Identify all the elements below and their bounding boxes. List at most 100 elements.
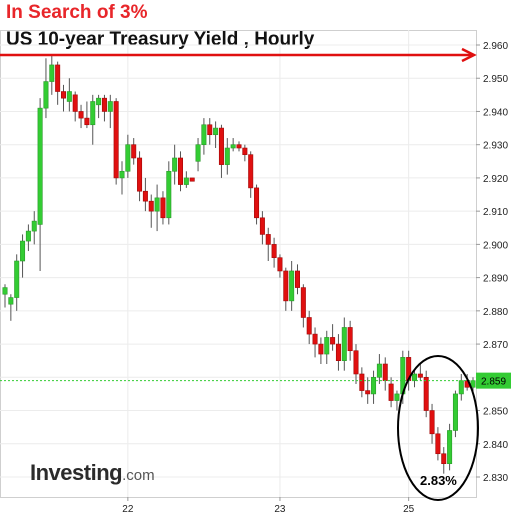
candle <box>335 343 341 361</box>
candle <box>423 377 429 411</box>
candle <box>178 157 184 185</box>
candle <box>259 217 265 235</box>
y-tick-label: 2.940 <box>483 107 508 118</box>
candle <box>84 117 90 126</box>
candle <box>312 333 318 345</box>
candle <box>207 124 213 136</box>
current-price-label: 2.859 <box>481 377 506 388</box>
candle <box>242 147 248 155</box>
circle-annotation <box>397 355 479 501</box>
candle <box>72 94 78 112</box>
candle <box>447 430 453 465</box>
candle <box>265 234 271 245</box>
candle <box>435 433 441 455</box>
candle <box>224 147 230 165</box>
candle <box>417 373 423 378</box>
y-tick-label: 2.930 <box>483 141 508 152</box>
candle <box>119 170 125 179</box>
candle <box>43 81 49 109</box>
candle <box>411 373 417 381</box>
x-tick-label: 25 <box>403 504 415 515</box>
candle <box>25 230 31 242</box>
candle <box>60 91 66 99</box>
candle <box>306 317 312 335</box>
candle <box>365 390 371 395</box>
candle <box>277 257 283 272</box>
candle <box>283 270 289 302</box>
x-tick-label: 23 <box>274 504 286 515</box>
y-tick-label: 2.920 <box>483 174 508 185</box>
candle <box>183 177 189 185</box>
candle <box>8 297 14 305</box>
candle <box>388 383 394 401</box>
candle <box>49 64 55 82</box>
current-price-badge <box>476 372 511 389</box>
candle <box>359 373 365 391</box>
logo-suffix: .com <box>122 467 155 484</box>
candle <box>142 190 148 202</box>
candle <box>14 260 20 298</box>
candle <box>324 337 330 355</box>
candle <box>66 91 72 102</box>
circle-annotation-label: 2.83% <box>420 473 457 488</box>
candle <box>213 127 219 136</box>
candle <box>101 97 107 112</box>
candle <box>289 270 295 302</box>
y-tick-label: 2.830 <box>483 473 508 484</box>
candle <box>148 200 154 212</box>
candle <box>37 107 43 225</box>
candle <box>236 144 242 149</box>
candle <box>376 363 382 378</box>
candle <box>160 197 166 219</box>
candle <box>154 197 160 212</box>
candle <box>394 393 400 401</box>
y-tick-label: 2.890 <box>483 274 508 285</box>
y-tick-label: 2.950 <box>483 74 508 85</box>
candle <box>96 97 102 106</box>
candle <box>20 240 26 262</box>
candle <box>31 220 37 232</box>
candle <box>248 154 254 189</box>
candle <box>294 270 300 288</box>
candle <box>347 327 353 352</box>
candle <box>172 157 178 172</box>
y-tick-label: 2.960 <box>483 41 508 52</box>
plot-frame <box>0 30 477 498</box>
candle <box>137 157 143 192</box>
candle <box>90 101 96 126</box>
candle <box>230 144 236 149</box>
y-tick-label: 2.880 <box>483 307 508 318</box>
target-arrow-head <box>461 47 477 63</box>
candle <box>55 64 61 92</box>
candle <box>166 170 172 219</box>
candle <box>429 410 435 435</box>
logo-name: Investing <box>30 460 123 485</box>
candle <box>125 144 131 172</box>
candle <box>113 101 119 179</box>
candle <box>271 244 277 258</box>
headline: In Search of 3% <box>6 2 148 23</box>
candle <box>300 287 306 318</box>
candle <box>78 111 84 119</box>
candle <box>452 393 458 431</box>
candle <box>458 380 464 395</box>
y-tick-label: 2.850 <box>483 407 508 418</box>
candle <box>195 144 201 162</box>
candle <box>341 327 347 361</box>
candle <box>318 343 324 355</box>
y-tick-label: 2.870 <box>483 340 508 351</box>
candle <box>382 363 388 381</box>
candle <box>353 350 359 375</box>
candle <box>371 377 377 395</box>
candle <box>254 187 260 219</box>
investing-logo: Investing.com <box>30 460 155 486</box>
y-tick-label: 2.900 <box>483 240 508 251</box>
candle <box>189 177 195 182</box>
candle <box>441 453 447 465</box>
candle <box>131 144 137 159</box>
candle <box>218 127 224 165</box>
candle <box>107 101 113 112</box>
x-tick-label: 22 <box>122 504 134 515</box>
candle <box>330 337 336 345</box>
